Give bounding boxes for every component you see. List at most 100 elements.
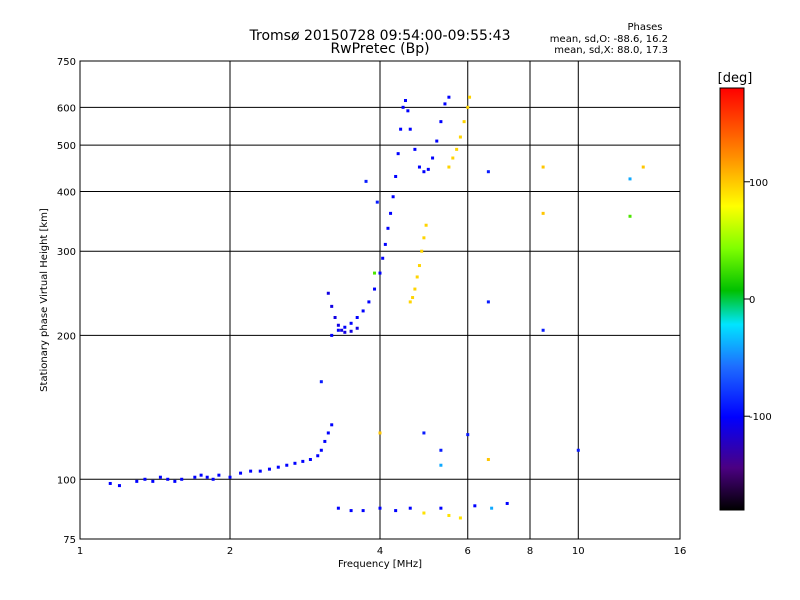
data-point: [403, 99, 407, 103]
data-point: [267, 467, 271, 471]
data-point: [378, 271, 382, 275]
data-point: [447, 165, 451, 169]
data-point: [135, 479, 139, 483]
colorbar-tick-label: 100: [749, 178, 768, 189]
data-point: [316, 454, 320, 458]
data-point: [413, 287, 417, 291]
data-point: [349, 321, 353, 325]
data-point: [336, 323, 340, 327]
x-tick-label: 10: [572, 546, 585, 557]
x-tick-label: 16: [674, 546, 687, 557]
data-point: [117, 484, 121, 488]
data-point: [151, 479, 155, 483]
y-tick-label: 200: [57, 331, 76, 342]
data-point: [408, 506, 412, 510]
data-point: [422, 236, 426, 240]
y-axis-label: Stationary phase Virtual Height [km]: [39, 208, 50, 392]
data-point: [199, 473, 203, 477]
data-point: [455, 147, 459, 151]
data-point: [431, 156, 435, 160]
y-tick-label: 300: [57, 247, 76, 258]
data-point: [424, 223, 428, 227]
x-axis-label: Frequency [MHz]: [338, 559, 422, 570]
data-point: [228, 475, 232, 479]
phase-mean-x: mean, sd,X: 88.0, 17.3: [554, 45, 668, 56]
data-point: [417, 264, 421, 268]
data-point: [378, 506, 382, 510]
data-point: [336, 506, 340, 510]
chart-subtitle: RwPretec (Bp): [330, 41, 429, 57]
data-point: [386, 226, 390, 230]
data-point: [383, 242, 387, 246]
data-point: [173, 479, 177, 483]
data-point: [336, 328, 340, 332]
data-point: [408, 127, 412, 131]
data-point: [468, 95, 472, 99]
data-point: [505, 501, 509, 505]
data-point: [415, 275, 419, 279]
colorbar: [719, 87, 745, 511]
data-point: [323, 439, 327, 443]
data-point: [249, 469, 253, 473]
data-point: [439, 120, 443, 124]
data-point: [355, 315, 359, 319]
data-point: [349, 509, 353, 513]
y-tick-label: 400: [57, 187, 76, 198]
y-tick-label: 100: [57, 475, 76, 486]
data-point: [373, 271, 377, 275]
x-tick-label: 2: [227, 546, 233, 557]
data-point: [389, 211, 393, 215]
data-point: [326, 291, 330, 295]
y-tick-label: 750: [57, 57, 76, 68]
data-point: [375, 200, 379, 204]
plot-frame: [79, 60, 681, 540]
data-point: [394, 174, 398, 178]
data-point: [180, 477, 184, 481]
data-point: [439, 448, 443, 452]
data-point: [399, 127, 403, 131]
data-point: [458, 135, 462, 139]
chart-title: Tromsø 20150728 09:54:00-09:55:43: [249, 28, 511, 44]
data-point: [205, 475, 209, 479]
data-point: [381, 256, 385, 260]
data-point: [373, 287, 377, 291]
y-tick-label: 600: [57, 103, 76, 114]
data-point: [422, 170, 426, 174]
data-point: [490, 506, 494, 510]
data-point: [361, 309, 365, 313]
phase-mean-o: mean, sd,O: -88.6, 16.2: [550, 34, 668, 45]
data-point: [211, 477, 215, 481]
data-point: [411, 296, 415, 300]
data-point: [486, 170, 490, 174]
data-point: [628, 214, 632, 218]
data-point: [293, 461, 297, 465]
y-tick-label: 500: [57, 141, 76, 152]
x-tick-label: 1: [77, 546, 83, 557]
data-point: [355, 326, 359, 330]
data-point: [422, 511, 426, 515]
data-point: [258, 469, 262, 473]
data-point: [319, 380, 323, 384]
colorbar-label: [deg]: [718, 71, 753, 86]
data-point: [166, 477, 170, 481]
data-point: [422, 431, 426, 435]
data-point: [343, 325, 347, 329]
data-point: [193, 475, 197, 479]
data-point: [308, 457, 312, 461]
data-point: [285, 463, 289, 467]
data-point: [408, 300, 412, 304]
data-point: [406, 109, 410, 113]
data-point: [473, 504, 477, 508]
data-points: [108, 95, 645, 520]
data-point: [364, 179, 368, 183]
data-point: [439, 463, 443, 467]
data-point: [466, 105, 470, 109]
data-point: [143, 477, 147, 481]
data-point: [333, 315, 337, 319]
data-point: [378, 431, 382, 435]
data-point: [401, 105, 405, 109]
colorbar-ticks: 100 0 -100: [744, 178, 772, 423]
data-point: [439, 506, 443, 510]
data-point: [541, 328, 545, 332]
